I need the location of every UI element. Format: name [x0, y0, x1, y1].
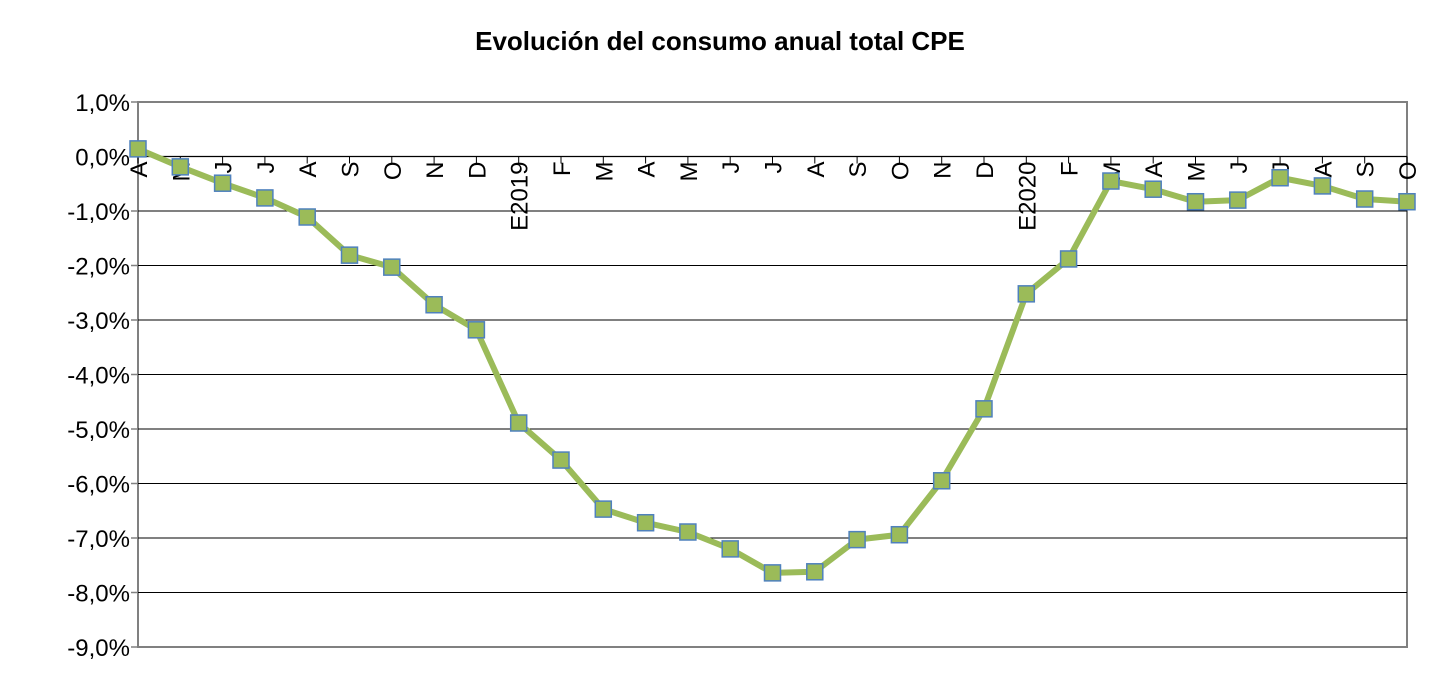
- data-point: [1229, 191, 1247, 209]
- data-point: [1144, 180, 1162, 198]
- data-point: [1186, 192, 1205, 211]
- x-tick-label: S: [845, 162, 872, 178]
- y-tick-label: -9,0%: [67, 635, 130, 662]
- y-tick-label: -8,0%: [67, 581, 130, 608]
- y-tick-label: -2,0%: [67, 254, 130, 281]
- data-point: [679, 523, 697, 541]
- x-tick-label: A: [1310, 162, 1337, 178]
- y-tick-label: -7,0%: [67, 526, 130, 553]
- data-point: [1398, 192, 1416, 211]
- data-point: [1102, 172, 1120, 190]
- x-tick-label: D: [464, 162, 491, 179]
- chart-title: Evolución del consumo anual total CPE: [475, 26, 965, 56]
- y-tick-label: -6,0%: [67, 472, 130, 499]
- data-point: [129, 140, 147, 158]
- y-tick-label: 1,0%: [75, 90, 130, 117]
- x-tick-label: J: [718, 162, 745, 174]
- x-tick-label: A: [1141, 162, 1168, 178]
- x-tick-label: M: [591, 162, 618, 182]
- x-tick-label: M: [676, 162, 703, 182]
- y-tick-label: -4,0%: [67, 363, 130, 390]
- x-tick-label: N: [422, 162, 449, 179]
- x-tick-label: N: [930, 162, 957, 179]
- x-tick-label: O: [887, 162, 914, 181]
- data-point: [425, 295, 443, 314]
- x-tick-label: O: [1395, 162, 1422, 181]
- x-tick-label: E2019: [507, 162, 534, 231]
- data-point: [171, 158, 190, 176]
- data-point: [848, 530, 866, 549]
- data-point: [256, 189, 274, 207]
- series-line: [136, 146, 1408, 576]
- data-point: [721, 540, 739, 558]
- x-tick-label: F: [549, 162, 576, 177]
- data-point: [975, 400, 993, 418]
- data-point: [806, 563, 824, 581]
- x-tick-label: A: [803, 162, 830, 178]
- x-tick-label: A: [634, 162, 661, 178]
- x-tick-label: J: [253, 162, 280, 174]
- data-point: [340, 246, 359, 264]
- x-tick-label: J: [211, 162, 238, 174]
- x-tick-label: J: [761, 162, 788, 174]
- data-point: [552, 451, 570, 469]
- data-point: [213, 174, 232, 192]
- x-tick-label: E2020: [1014, 162, 1041, 231]
- data-point: [1355, 190, 1374, 208]
- data-point: [594, 500, 613, 518]
- data-point: [298, 208, 316, 226]
- data-point: [383, 258, 401, 276]
- data-point: [1017, 285, 1036, 303]
- y-tick-label: -3,0%: [67, 308, 130, 335]
- x-tick-label: O: [380, 162, 407, 181]
- x-tick-label: F: [1057, 162, 1084, 177]
- x-tick-label: D: [972, 162, 999, 179]
- data-point: [890, 525, 909, 544]
- data-point: [509, 414, 528, 432]
- x-tick-label: S: [1353, 162, 1380, 178]
- x-tick-label: A: [126, 162, 153, 178]
- data-point: [932, 472, 951, 490]
- y-tick-label: -1,0%: [67, 199, 130, 226]
- data-point: [1059, 250, 1078, 268]
- x-tick-label: M: [1184, 162, 1211, 182]
- x-tick-label: A: [295, 162, 322, 178]
- data-point: [636, 513, 655, 532]
- y-tick-label: -5,0%: [67, 417, 130, 444]
- data-point: [763, 564, 782, 582]
- data-point: [467, 321, 486, 339]
- x-tick-label: S: [338, 162, 365, 178]
- y-tick-label: 0,0%: [75, 145, 130, 172]
- data-point: [1313, 177, 1332, 195]
- data-point: [1271, 169, 1289, 187]
- x-tick-label: J: [1226, 162, 1253, 174]
